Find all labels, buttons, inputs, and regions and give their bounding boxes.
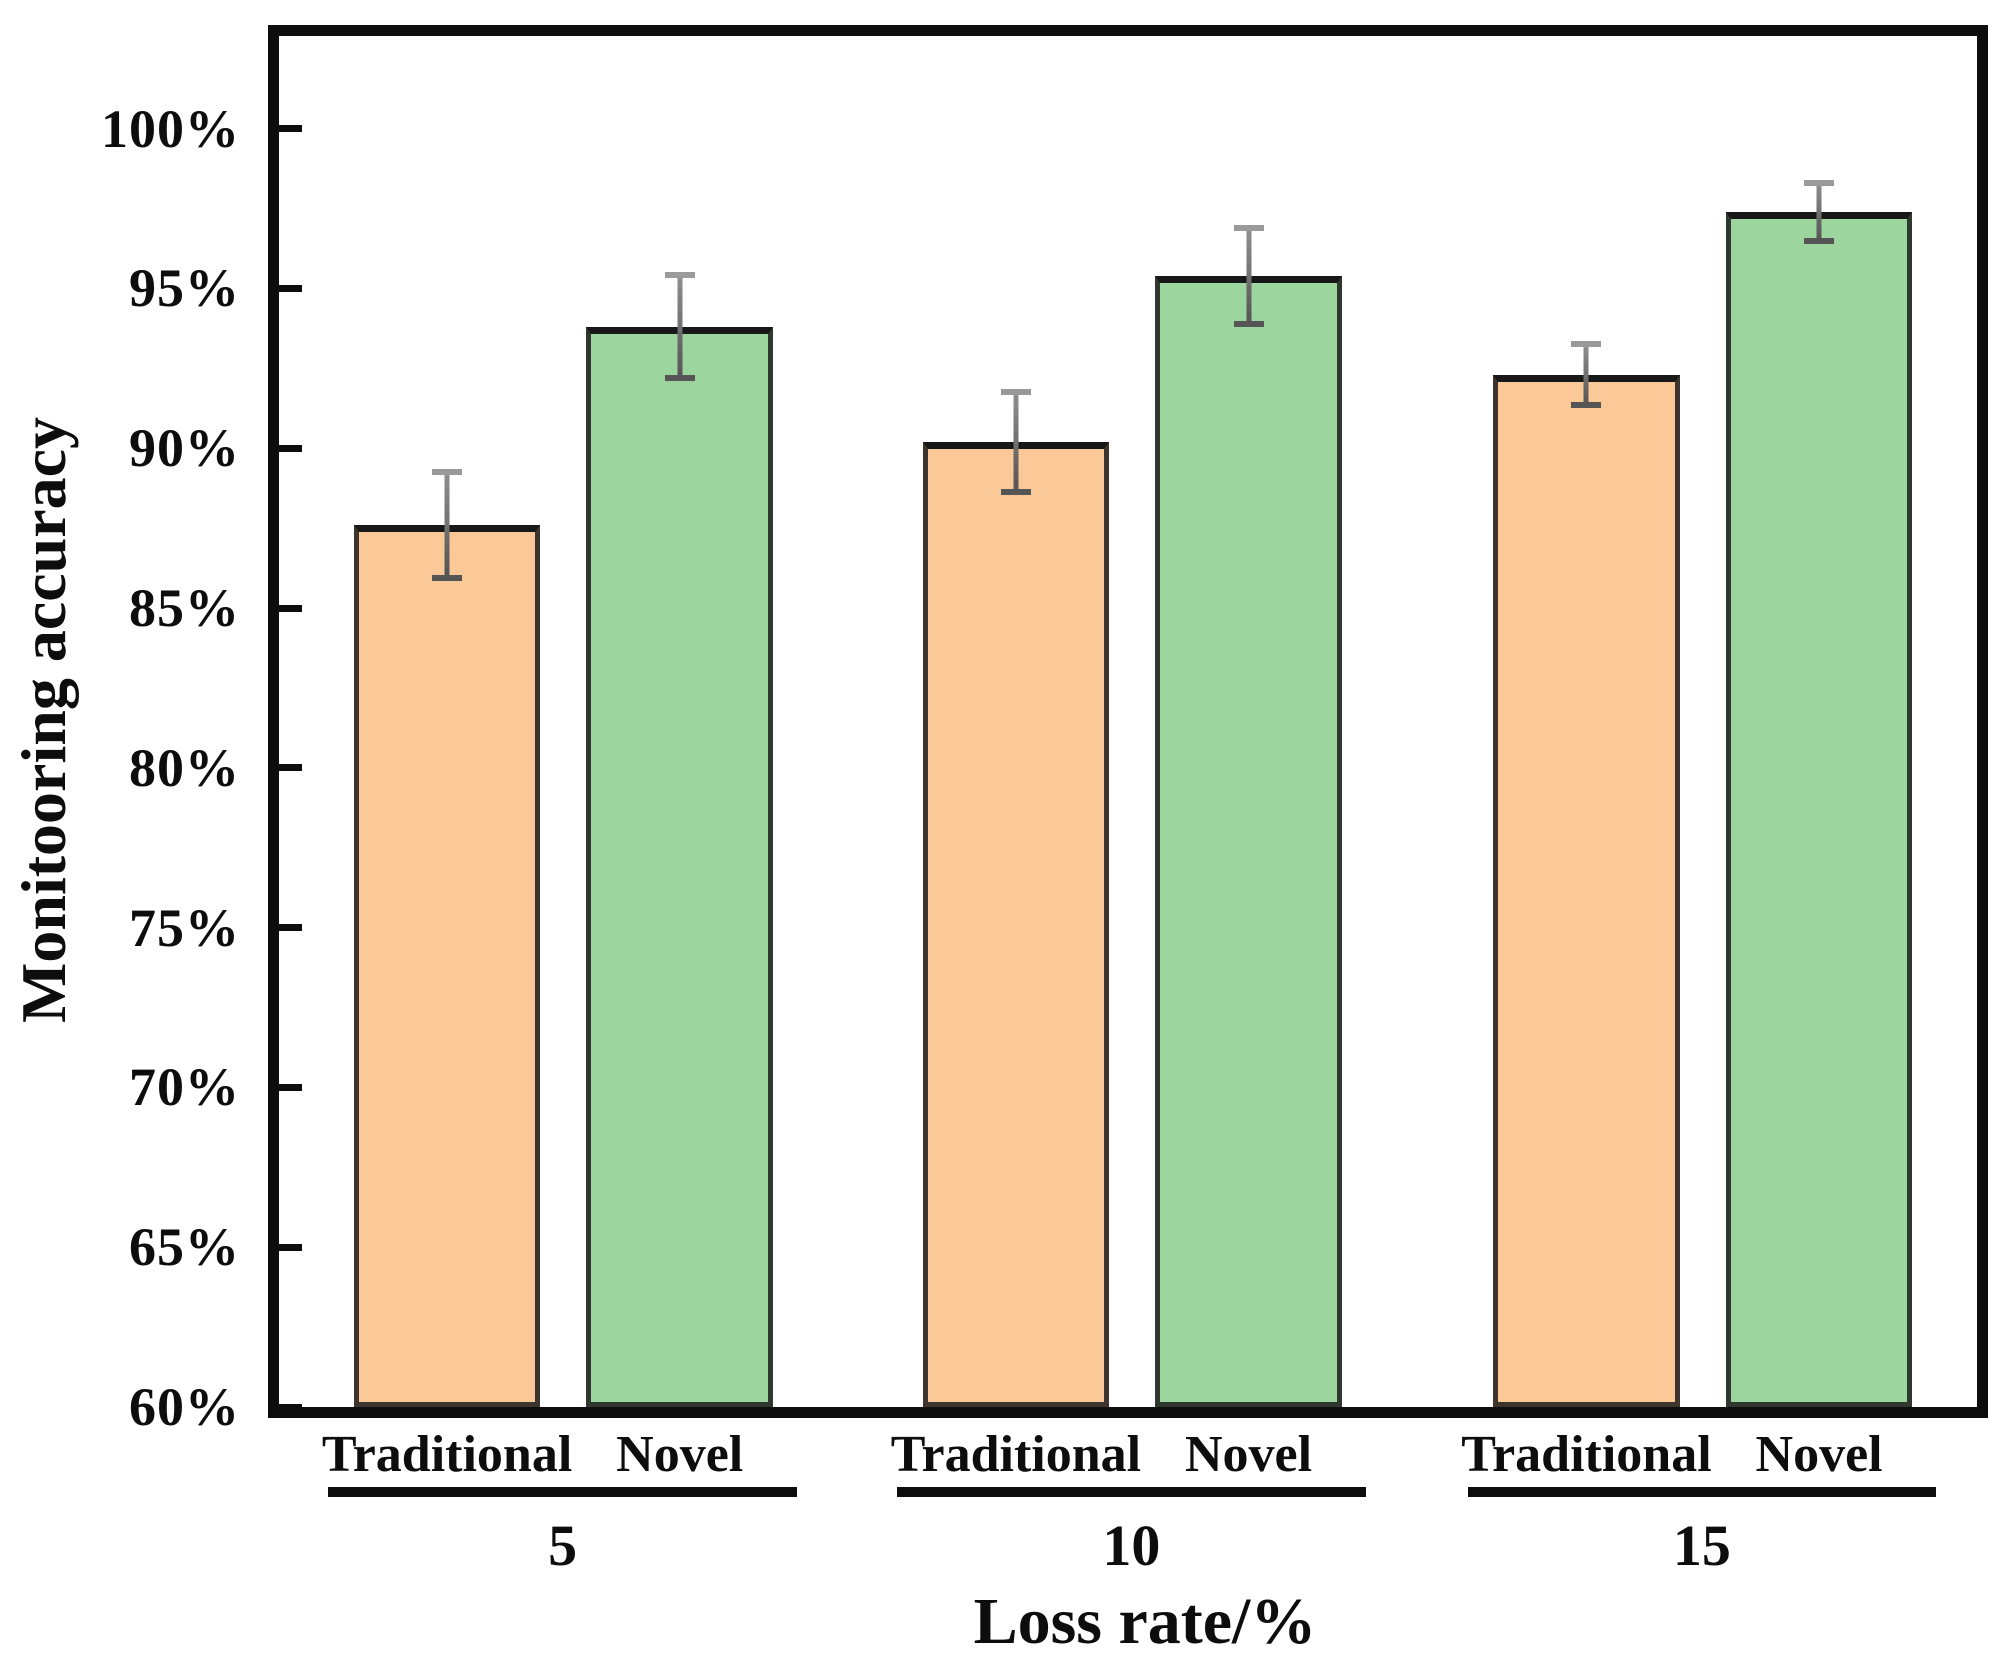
group-underline-5 bbox=[328, 1487, 797, 1497]
y-tick-label-80: 80% bbox=[129, 737, 240, 798]
bar-traditional-15 bbox=[1493, 374, 1680, 1407]
error-line bbox=[1583, 341, 1589, 409]
error-cap-bottom bbox=[1000, 488, 1031, 495]
error-cap-bottom bbox=[1233, 320, 1264, 327]
error-line bbox=[677, 272, 683, 382]
y-tick-90 bbox=[279, 444, 302, 452]
y-tick-75 bbox=[279, 924, 302, 932]
y-tick-label-60: 60% bbox=[129, 1377, 240, 1437]
error-cap-top bbox=[664, 272, 695, 279]
error-line bbox=[1816, 179, 1822, 244]
y-tick-label-65: 65% bbox=[129, 1217, 240, 1278]
y-tick-label-100: 100% bbox=[101, 98, 240, 159]
x-axis-title: Loss rate/% bbox=[973, 1585, 1317, 1658]
group-label-15: 15 bbox=[1672, 1513, 1731, 1578]
y-tick-95 bbox=[279, 284, 302, 292]
error-cap-top bbox=[1571, 341, 1602, 348]
error-cap-top bbox=[432, 469, 463, 476]
y-tick-65 bbox=[279, 1243, 302, 1251]
error-bar-traditional-15 bbox=[1571, 341, 1602, 409]
error-line bbox=[1246, 224, 1252, 327]
y-tick-70 bbox=[279, 1083, 302, 1091]
error-cap-bottom bbox=[1804, 237, 1835, 244]
error-cap-bottom bbox=[1571, 402, 1602, 409]
error-bar-novel-5 bbox=[664, 272, 695, 382]
group-label-10: 10 bbox=[1102, 1513, 1161, 1578]
bar-label-novel-15: Novel bbox=[1755, 1426, 1883, 1483]
y-tick-label-75: 75% bbox=[129, 897, 240, 958]
bar-label-traditional-10: Traditional bbox=[890, 1426, 1142, 1483]
error-cap-top bbox=[1000, 389, 1031, 396]
group-label-5: 5 bbox=[548, 1513, 578, 1578]
error-bar-traditional-5 bbox=[432, 469, 463, 581]
error-bar-traditional-10 bbox=[1000, 389, 1031, 495]
bar-novel-15 bbox=[1725, 211, 1913, 1407]
error-cap-bottom bbox=[432, 574, 463, 581]
group-underline-15 bbox=[1467, 1487, 1937, 1497]
y-tick-label-70: 70% bbox=[129, 1057, 240, 1118]
error-cap-top bbox=[1804, 179, 1835, 186]
bar-label-traditional-15: Traditional bbox=[1461, 1426, 1712, 1483]
y-tick-100 bbox=[279, 125, 302, 133]
bar-label-novel-5: Novel bbox=[616, 1426, 744, 1483]
y-tick-label-90: 90% bbox=[129, 418, 240, 479]
error-bar-novel-10 bbox=[1233, 224, 1264, 327]
group-underline-10 bbox=[897, 1487, 1366, 1497]
y-axis-title: Monitooring accuracy bbox=[8, 416, 79, 1024]
error-cap-bottom bbox=[664, 375, 695, 382]
bar-label-traditional-5: Traditional bbox=[321, 1426, 573, 1483]
bar-label-novel-10: Novel bbox=[1185, 1426, 1313, 1483]
bar-novel-5 bbox=[586, 326, 774, 1407]
bar-traditional-10 bbox=[922, 441, 1110, 1407]
error-line bbox=[1013, 389, 1019, 495]
error-bar-novel-15 bbox=[1804, 179, 1835, 244]
y-tick-60 bbox=[279, 1403, 302, 1411]
error-cap-top bbox=[1233, 224, 1264, 231]
y-tick-label-85: 85% bbox=[129, 578, 240, 639]
y-tick-85 bbox=[279, 604, 302, 612]
y-tick-label-95: 95% bbox=[129, 258, 240, 319]
bar-traditional-5 bbox=[353, 524, 541, 1407]
y-tick-80 bbox=[279, 764, 302, 772]
plot-area bbox=[268, 25, 1988, 1418]
bar-novel-10 bbox=[1155, 275, 1342, 1407]
error-line bbox=[444, 469, 450, 581]
